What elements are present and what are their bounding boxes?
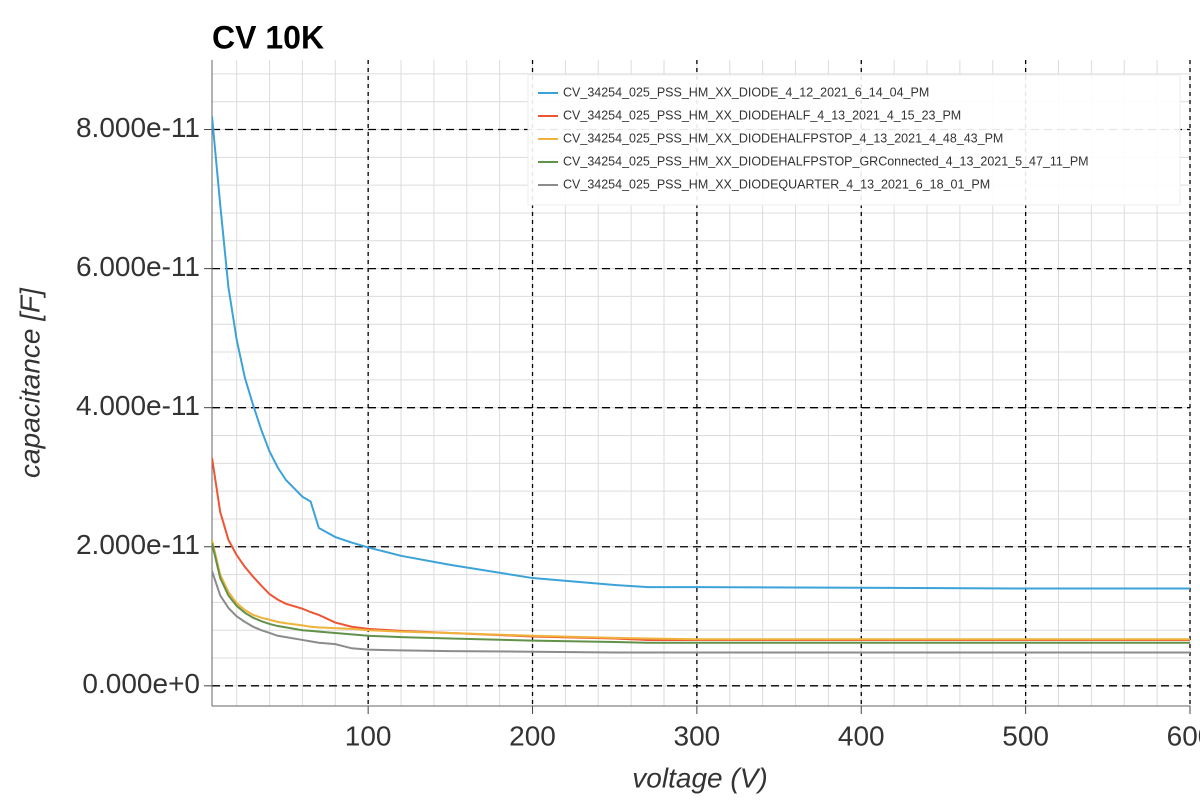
- legend-label: CV_34254_025_PSS_HM_XX_DIODEHALF_4_13_20…: [563, 108, 961, 122]
- chart-title: CV 10K: [212, 19, 324, 55]
- series-line: [212, 457, 1190, 641]
- y-tick-label: 6.000e-11: [76, 251, 200, 282]
- x-tick-label: 300: [674, 720, 721, 751]
- series-line: [212, 570, 1190, 654]
- y-tick-label: 8.000e-11: [76, 112, 200, 143]
- legend-label: CV_34254_025_PSS_HM_XX_DIODEHALFPSTOP_4_…: [563, 131, 1003, 145]
- legend-label: CV_34254_025_PSS_HM_XX_DIODE_4_12_2021_6…: [563, 85, 929, 99]
- y-tick-label: 0.000e+0: [82, 668, 200, 699]
- series-line: [212, 539, 1190, 641]
- x-tick-label: 400: [838, 720, 885, 751]
- y-tick-label: 4.000e-11: [76, 390, 200, 421]
- x-axis-label: voltage (V): [632, 762, 767, 793]
- plot-area: [212, 116, 1190, 654]
- y-tick-label: 2.000e-11: [76, 529, 200, 560]
- x-tick-label: 100: [345, 720, 392, 751]
- y-axis-label: capacitance [F]: [14, 287, 45, 478]
- legend-label: CV_34254_025_PSS_HM_XX_DIODEHALFPSTOP_GR…: [563, 154, 1089, 168]
- series-line: [212, 543, 1190, 644]
- legend-label: CV_34254_025_PSS_HM_XX_DIODEQUARTER_4_13…: [563, 177, 990, 191]
- x-tick-label: 200: [509, 720, 556, 751]
- x-tick-label: 600: [1167, 720, 1200, 751]
- legend-box: [527, 74, 1181, 206]
- series-line: [212, 116, 1190, 590]
- x-tick-label: 500: [1002, 720, 1049, 751]
